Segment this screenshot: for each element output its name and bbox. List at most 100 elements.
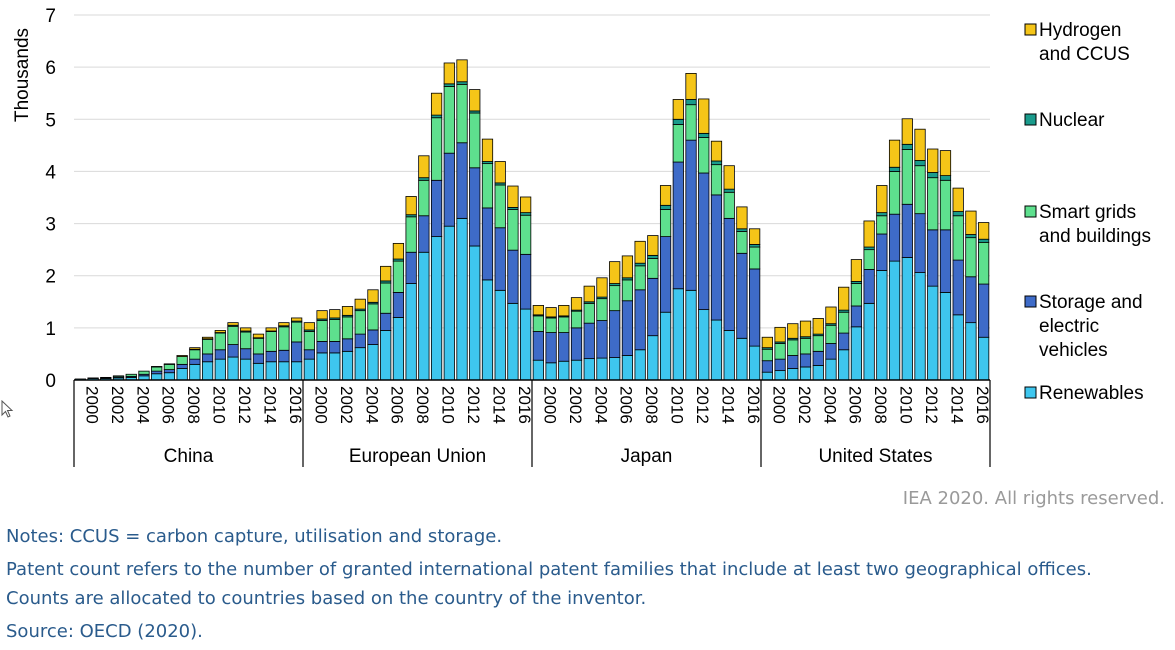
bar-segment [241,328,251,331]
bar-segment [902,119,912,145]
x-tick-label: 2002 [795,386,814,424]
bar-segment [724,189,734,192]
bar-segment [139,371,149,374]
bar-segment [966,277,976,323]
bar-segment [215,333,225,350]
bar-segment [800,354,810,367]
bar-segment [737,253,747,338]
bar-segment [266,351,276,361]
bar-segment [342,306,352,315]
bar-segment [813,351,823,365]
stacked-bar-chart: 01234567 Thousands 200020022004200620082… [0,0,1175,480]
bar-segment [151,371,161,374]
bar-segment [190,359,200,364]
x-tick-label: 2014 [718,386,737,424]
bar-segment [838,350,848,380]
bar-segment [559,361,569,380]
bar-segment [686,99,696,104]
bar-segment [953,315,963,380]
bar-segment [355,348,365,380]
bar-segment [164,364,174,365]
bar-segment [813,318,823,334]
bar-segment [711,141,721,161]
x-tick-label: 2008 [413,386,432,424]
bar-segment [291,322,301,342]
bar-segment [749,346,759,380]
bar-segment [775,327,785,342]
bar-segment [877,271,887,381]
bar-segment [342,317,352,339]
bar-segment [520,309,530,380]
bar-segment [813,336,823,352]
bar-segment [202,339,212,354]
bar-segment [190,348,200,350]
bar-segment [749,269,759,346]
bar-segment [101,377,111,378]
bar-segment [699,173,709,310]
bar-segment [966,235,976,238]
bar-segment [686,290,696,380]
bar-segment [800,367,810,380]
bar-segment [902,257,912,380]
bar-segment [673,119,683,124]
x-tick-label: 2000 [540,386,559,424]
bar-segment [406,196,416,214]
x-tick-label: 2016 [973,386,992,424]
bar-segment [380,330,390,380]
bar-segment [215,359,225,380]
y-axis: 01234567 [45,6,56,392]
bar-segment [559,333,569,362]
bar-segment [877,234,887,271]
bar-segment [215,330,225,332]
bar-segment [711,161,721,165]
bar-segment [241,332,251,349]
bar-segment [660,312,670,380]
bar-segment [609,286,619,311]
bar-segment [940,180,950,230]
bar-segment [253,354,263,363]
bar-segment [177,355,187,356]
y-tick-label: 5 [45,110,56,131]
bar-segment [202,362,212,380]
bar-segment [889,167,899,171]
bar-segment [406,252,416,283]
bar-segment [190,350,200,359]
bar-segment [851,284,861,306]
bar-segment [889,171,899,214]
bar-segment [737,231,747,253]
bar-segment [635,350,645,380]
bar-segment [838,287,848,310]
bar-segment [686,105,696,140]
bar-segment [788,369,798,380]
bar-segment [609,311,619,358]
bar-segment [177,364,187,368]
x-tick-label: 2012 [922,386,941,424]
bar-segment [355,311,365,334]
bar-segment [419,180,429,215]
bar-segment [584,303,594,323]
bar-segment [953,188,963,211]
bar-segment [457,143,467,219]
bar-segment [928,178,938,230]
bar-segment [380,313,390,330]
bar-segment [762,361,772,372]
x-tick-label: 2012 [464,386,483,424]
x-tick-label: 2000 [82,386,101,424]
bar-segment [660,186,670,206]
bar-segment [724,192,734,218]
bar-segment [673,162,683,289]
bar-segment [253,338,263,354]
bar-segment [966,238,976,277]
bar-segment [559,317,569,333]
x-tick-label: 2004 [133,386,152,424]
bar-segment [533,332,543,361]
bar-segment [877,216,887,234]
x-tick-label: 2010 [210,386,229,424]
bar-segment [419,156,429,178]
bar-segment [444,86,454,153]
bar-segment [164,364,174,369]
x-tick-label: 2016 [744,386,763,424]
bar-segment [228,345,238,358]
x-tick-label: 2006 [846,386,865,424]
bar-segment [291,362,301,380]
